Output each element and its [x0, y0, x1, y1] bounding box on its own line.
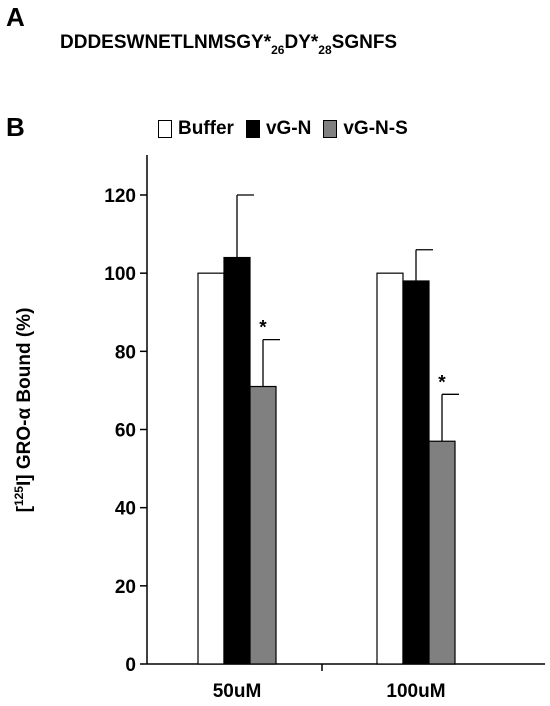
bar-buffer-50um [197, 272, 225, 665]
significance-marker-2-0: * [259, 318, 267, 339]
legend-label-buffer: Buffer [178, 118, 234, 139]
y-axis-title-pre: [ [14, 505, 35, 512]
sequence-subscript-2: 28 [318, 43, 332, 57]
bar-buffer-100um [376, 272, 404, 665]
panel-b-label: B [6, 112, 25, 142]
bar-vg-n-s-50um [249, 385, 277, 665]
y-tick-label-0: 0 [125, 655, 136, 676]
y-axis-title: [125I] GRO-α Bound (%) [12, 308, 35, 513]
sequence-part-3: SGNFS [331, 32, 398, 53]
bar-vg-n-50um [223, 256, 251, 665]
sequence-part-1: DDDESWNETLNMSGY* [60, 32, 272, 53]
bar-vg-n-s-100um [428, 440, 456, 665]
legend-item-vg-n-s: vG-N-S [323, 118, 408, 140]
legend-swatch-vg-n-s [323, 120, 338, 138]
plot-area: 0 20 40 60 80 100 120 * * 50uM 100uM [104, 155, 545, 702]
y-tick-label-120: 120 [104, 186, 136, 207]
y-axis-title-post: I] GRO-α Bound (%) [14, 308, 35, 486]
y-tick-label-60: 60 [115, 421, 136, 442]
y-axis-title-sup: 125 [12, 486, 26, 506]
x-tick-label-100um: 100uM [386, 681, 445, 702]
x-tick-label-50um: 50uM [213, 681, 262, 702]
chart-legend: Buffer vG-N vG-N-S [158, 118, 420, 140]
peptide-sequence: DDDESWNETLNMSGY*26DY*28SGNFS [60, 32, 398, 57]
y-tick-label-20: 20 [115, 577, 136, 598]
y-tick-label-100: 100 [104, 264, 136, 285]
legend-item-vg-n: vG-N [245, 118, 312, 140]
legend-swatch-vg-n [245, 120, 260, 138]
y-axis-title-group: [125I] GRO-α Bound (%) [12, 308, 35, 513]
panel-a-label: A [6, 2, 25, 32]
sequence-subscript-1: 26 [271, 43, 285, 57]
bar-vg-n-100um [402, 280, 430, 665]
legend-swatch-buffer [158, 120, 172, 138]
sequence-part-2: DY* [284, 32, 319, 53]
y-tick-label-40: 40 [115, 499, 136, 520]
significance-marker-2-1: * [438, 372, 446, 393]
legend-label-vg-n-s: vG-N-S [343, 118, 408, 139]
legend-label-vg-n: vG-N [265, 118, 312, 139]
legend-item-buffer: Buffer [158, 118, 234, 140]
y-tick-label-80: 80 [115, 342, 136, 363]
